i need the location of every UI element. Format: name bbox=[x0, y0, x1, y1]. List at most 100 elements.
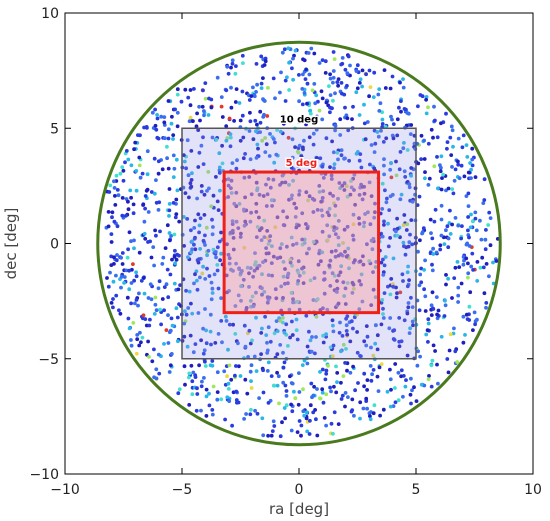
data-point bbox=[348, 370, 353, 375]
data-point bbox=[423, 309, 428, 313]
data-point bbox=[414, 399, 419, 403]
data-point bbox=[304, 222, 308, 226]
data-point bbox=[242, 323, 247, 328]
data-point bbox=[143, 236, 148, 241]
data-point bbox=[362, 384, 366, 389]
data-point bbox=[358, 416, 362, 421]
data-point bbox=[211, 193, 216, 198]
data-point bbox=[435, 312, 439, 317]
data-point bbox=[171, 201, 176, 205]
data-point bbox=[227, 363, 232, 368]
data-point bbox=[313, 162, 318, 166]
data-point bbox=[327, 84, 331, 88]
data-point bbox=[340, 184, 345, 188]
data-point bbox=[324, 334, 328, 339]
data-point bbox=[229, 191, 234, 195]
data-point bbox=[277, 401, 281, 406]
data-point bbox=[323, 377, 328, 382]
data-point bbox=[428, 217, 433, 222]
data-point bbox=[258, 109, 263, 114]
data-point bbox=[395, 291, 399, 296]
data-point bbox=[418, 238, 422, 243]
data-point bbox=[336, 301, 341, 306]
data-point bbox=[313, 408, 317, 412]
data-point bbox=[288, 374, 292, 379]
data-point bbox=[344, 323, 349, 328]
data-point bbox=[193, 272, 197, 277]
data-point bbox=[362, 121, 367, 126]
data-point bbox=[381, 407, 386, 412]
data-point bbox=[351, 364, 355, 369]
data-point bbox=[224, 138, 229, 143]
data-point bbox=[320, 250, 325, 255]
data-point bbox=[364, 324, 369, 328]
data-point bbox=[293, 48, 298, 53]
data-point bbox=[163, 246, 168, 251]
scatter-points bbox=[104, 46, 500, 439]
data-point bbox=[202, 348, 207, 353]
data-point bbox=[368, 364, 373, 368]
data-point bbox=[352, 413, 356, 418]
data-point bbox=[152, 263, 157, 268]
data-point bbox=[487, 210, 492, 215]
data-point bbox=[431, 135, 435, 140]
data-point bbox=[243, 219, 248, 224]
data-point bbox=[190, 239, 195, 244]
data-point bbox=[401, 77, 405, 81]
data-point bbox=[195, 392, 200, 396]
data-point bbox=[166, 166, 171, 171]
data-point bbox=[232, 201, 237, 206]
data-point bbox=[260, 416, 265, 421]
data-point bbox=[371, 287, 376, 292]
data-point bbox=[214, 175, 218, 179]
data-point bbox=[233, 304, 238, 308]
data-point bbox=[459, 236, 463, 241]
data-point bbox=[332, 274, 337, 278]
data-point bbox=[255, 142, 260, 147]
data-point bbox=[345, 83, 349, 88]
data-point bbox=[364, 72, 368, 77]
data-point bbox=[238, 118, 243, 123]
data-point bbox=[380, 122, 385, 126]
data-point bbox=[331, 69, 336, 73]
data-point bbox=[208, 312, 213, 317]
data-point bbox=[368, 85, 373, 89]
y-tick-label: 5 bbox=[50, 121, 59, 137]
data-point bbox=[295, 281, 300, 286]
data-point bbox=[172, 255, 177, 259]
data-point bbox=[367, 94, 371, 99]
data-point bbox=[199, 384, 204, 389]
data-point bbox=[426, 183, 431, 187]
data-point bbox=[311, 142, 316, 147]
data-point bbox=[340, 56, 345, 60]
data-point bbox=[296, 279, 301, 283]
data-point bbox=[300, 102, 305, 107]
data-point bbox=[156, 352, 161, 357]
data-point bbox=[162, 342, 166, 346]
data-point bbox=[343, 105, 347, 110]
data-point bbox=[297, 120, 301, 124]
data-point bbox=[295, 337, 300, 342]
data-point bbox=[412, 385, 416, 390]
data-point bbox=[373, 295, 378, 299]
data-point bbox=[153, 295, 158, 300]
data-point bbox=[234, 398, 239, 402]
data-point bbox=[487, 274, 491, 279]
data-point bbox=[109, 232, 114, 237]
data-point bbox=[302, 358, 307, 363]
data-point bbox=[220, 143, 225, 148]
data-point bbox=[187, 195, 191, 200]
data-point bbox=[291, 297, 295, 301]
data-point bbox=[368, 162, 372, 167]
data-point bbox=[141, 313, 146, 318]
data-point bbox=[203, 233, 207, 238]
data-point bbox=[334, 390, 339, 395]
data-point bbox=[479, 237, 484, 242]
data-point bbox=[259, 54, 264, 59]
data-point bbox=[362, 339, 367, 344]
data-point bbox=[321, 400, 326, 405]
data-point bbox=[315, 114, 319, 119]
data-point bbox=[249, 407, 253, 412]
data-point bbox=[303, 77, 308, 81]
data-point bbox=[275, 352, 280, 357]
